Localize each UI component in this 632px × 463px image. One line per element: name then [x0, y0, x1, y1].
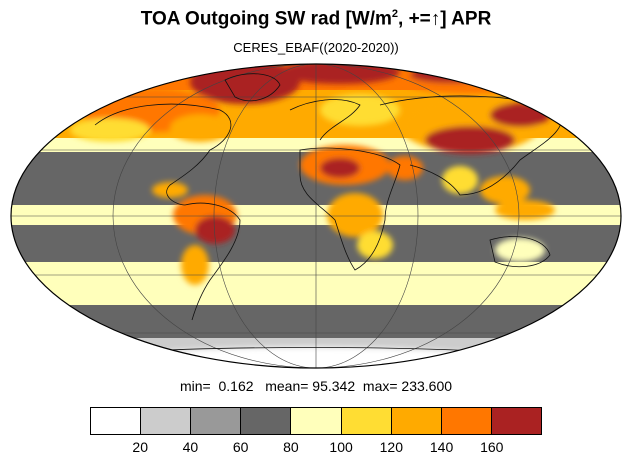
colorbar-segment	[341, 408, 392, 434]
colorbar-segment	[391, 408, 442, 434]
colorbar-tick-label: 80	[283, 439, 299, 455]
mean-value: 95.342	[312, 378, 356, 394]
colorbar-segment	[441, 408, 492, 434]
colorbar-tick-label: 40	[182, 439, 199, 455]
colorbar-tick-label: 120	[379, 439, 404, 455]
map-title: TOA Outgoing SW rad [W/m2, +=↑] APR	[0, 8, 632, 30]
colorbar-segment	[491, 408, 541, 434]
max-value: 233.600	[401, 378, 453, 394]
colorbar-tick-label: 20	[132, 439, 149, 455]
graticule	[11, 64, 621, 368]
colorbar-tick-label: 100	[329, 439, 353, 455]
min-value: 0.162	[218, 378, 254, 394]
globe-outline	[10, 63, 622, 369]
mean-label: mean=	[265, 378, 309, 394]
title-superscript: 2	[391, 8, 399, 20]
colorbar-segment	[191, 408, 242, 434]
title-main: TOA Outgoing SW rad [W/m	[140, 8, 392, 30]
map-subtitle: CERES_EBAF((2020-2020))	[233, 40, 399, 55]
colorbar-segment	[91, 408, 142, 434]
colorbar-tick-label: 160	[480, 439, 504, 455]
max-label: max=	[362, 378, 398, 394]
colorbar-segment	[241, 408, 292, 434]
min-label: min=	[179, 378, 211, 394]
colorbar-tick-label: 140	[429, 439, 454, 455]
colorbar-segment	[291, 408, 342, 434]
title-rest: , +=↑] APR	[398, 8, 492, 30]
colorbar-labels: 20 40 60 80 100 120 140 160	[90, 439, 542, 459]
stats-line: min= 0.162 mean= 95.342 max= 233.600	[0, 378, 632, 394]
colorbar-segment	[141, 408, 192, 434]
colorbar	[90, 407, 542, 435]
colorbar-tick-label: 60	[232, 439, 249, 455]
